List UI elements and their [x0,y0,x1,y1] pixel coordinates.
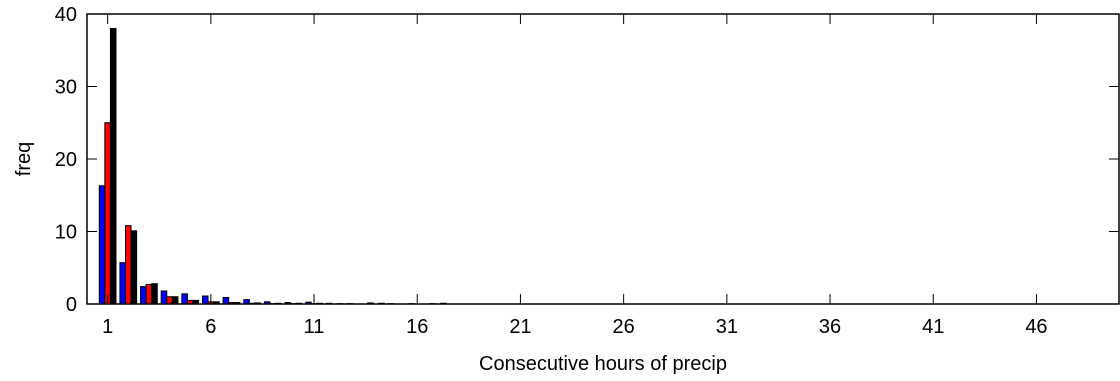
bars-layer [98,28,447,305]
x-axis-label: Consecutive hours of precip [479,353,727,375]
bar [109,28,117,305]
x-tick-label: 31 [716,316,738,338]
plot-background [87,14,1120,305]
bar [171,296,179,305]
bar [104,122,111,305]
bar [181,293,188,305]
x-tick-label: 41 [922,316,944,338]
bar [160,290,168,305]
y-axis-label: freq [13,142,35,176]
y-tick-label: 40 [55,4,77,26]
bar [124,225,132,305]
plot-frame [86,13,1120,305]
bar [140,286,147,305]
y-tick-label: 0 [66,294,77,316]
x-tick-label: 46 [1025,316,1047,338]
bar [201,295,209,305]
y-tick-label: 30 [55,77,77,99]
y-tick-label: 10 [55,222,77,244]
y-tick-label: 20 [55,149,77,171]
bar [145,283,153,305]
x-tick-label: 1 [102,316,113,338]
bar [98,185,106,305]
bar [222,296,230,305]
bar [130,230,138,305]
x-tick-label: 11 [304,316,325,338]
x-tick-label: 36 [819,316,841,338]
x-tick-label: 21 [509,316,531,338]
bar [119,262,126,305]
x-tick-label: 26 [613,316,635,338]
x-tick-label: 16 [406,316,428,338]
x-tick-label: 6 [205,316,216,338]
bar [151,283,158,305]
bar [166,296,173,305]
